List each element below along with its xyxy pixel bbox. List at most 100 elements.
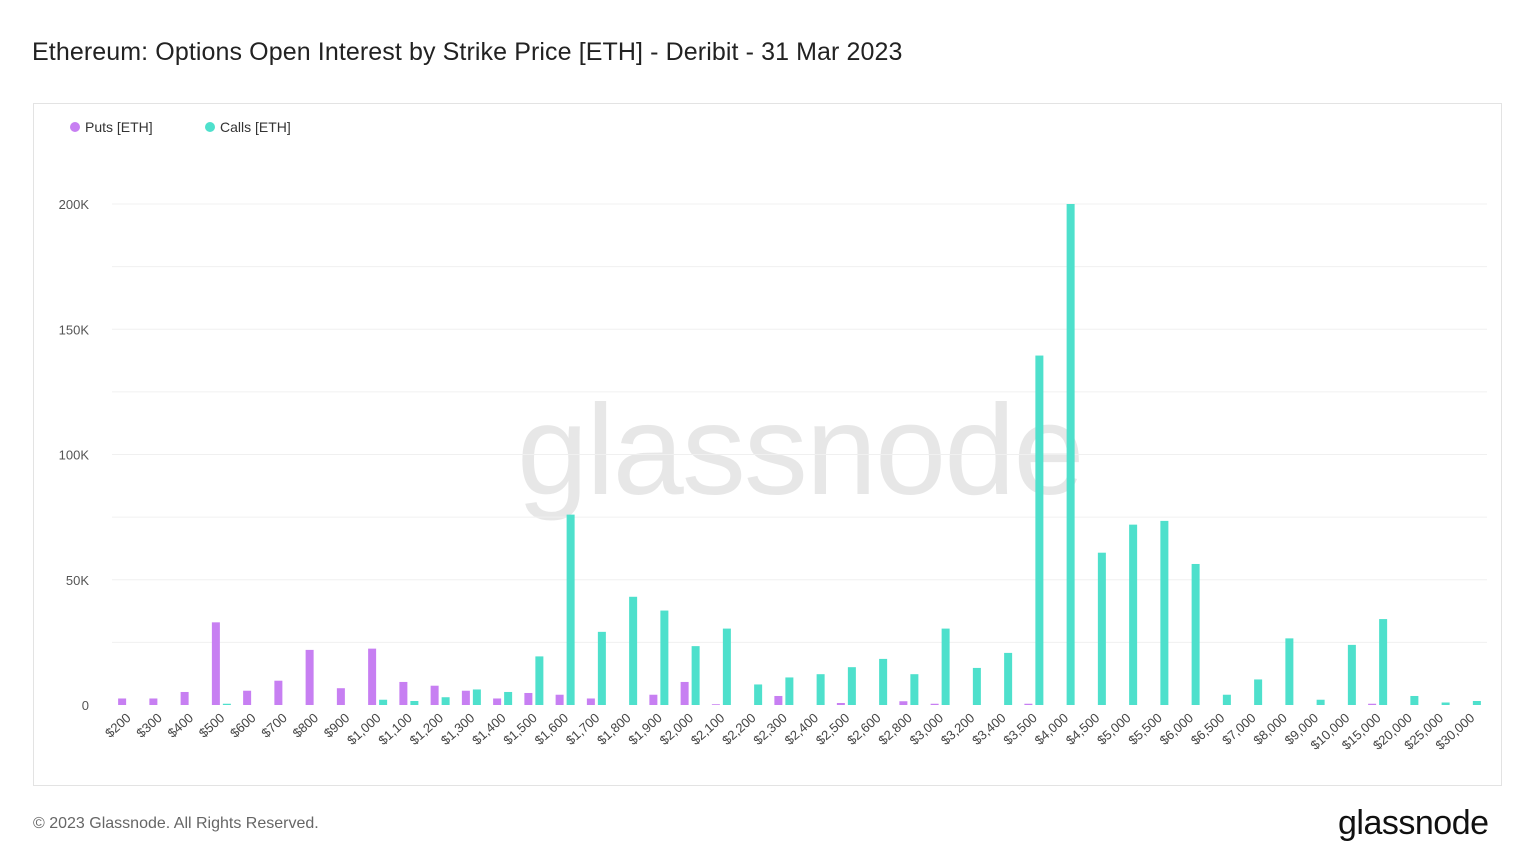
legend: Puts [ETH] Calls [ETH] bbox=[70, 119, 291, 135]
legend-calls-marker bbox=[205, 122, 215, 132]
x-tick-label: $3,000 bbox=[907, 710, 947, 748]
x-tick-label: $8,000 bbox=[1250, 710, 1290, 748]
x-tick-label: $1,300 bbox=[438, 710, 478, 748]
calls-bar[interactable] bbox=[722, 628, 731, 705]
x-tick-label: $300 bbox=[133, 710, 165, 740]
calls-bar[interactable] bbox=[1347, 644, 1356, 705]
calls-bar[interactable] bbox=[1129, 524, 1138, 705]
puts-bar[interactable] bbox=[524, 692, 533, 705]
puts-bar[interactable] bbox=[118, 698, 127, 705]
calls-bar[interactable] bbox=[1004, 652, 1013, 705]
calls-bar[interactable] bbox=[1222, 694, 1231, 705]
x-tick-label: $6,000 bbox=[1157, 710, 1197, 748]
calls-bar[interactable] bbox=[472, 689, 481, 705]
puts-bar[interactable] bbox=[430, 685, 439, 705]
calls-bar[interactable] bbox=[441, 697, 450, 705]
x-tick-label: $2,500 bbox=[813, 710, 853, 748]
legend-puts-marker bbox=[70, 122, 80, 132]
calls-bar[interactable] bbox=[847, 667, 856, 705]
puts-bar[interactable] bbox=[149, 698, 158, 705]
legend-puts-label[interactable]: Puts [ETH] bbox=[85, 119, 153, 135]
calls-bar[interactable] bbox=[379, 699, 388, 705]
calls-bar[interactable] bbox=[1379, 619, 1388, 705]
calls-bar[interactable] bbox=[972, 667, 981, 705]
calls-bar[interactable] bbox=[566, 514, 575, 705]
y-tick-label: 0 bbox=[82, 698, 89, 713]
calls-bar[interactable] bbox=[1254, 679, 1263, 705]
calls-bar[interactable] bbox=[910, 674, 919, 705]
bars bbox=[118, 204, 1481, 705]
x-tick-label: $4,000 bbox=[1032, 710, 1072, 748]
x-tick-label: $800 bbox=[290, 710, 322, 740]
x-tick-label: $1,400 bbox=[469, 710, 509, 748]
calls-bar[interactable] bbox=[754, 684, 763, 705]
puts-bar[interactable] bbox=[1024, 703, 1033, 705]
chart-container: glassnode 0 50K 100K 150K 200K $200 $300 $400 $… bbox=[33, 103, 1502, 786]
calls-bar[interactable] bbox=[660, 610, 669, 705]
calls-bar[interactable] bbox=[1472, 700, 1481, 705]
x-tick-label: $2,600 bbox=[844, 710, 884, 748]
puts-bar[interactable] bbox=[305, 649, 314, 705]
x-tick-label: $1,000 bbox=[344, 710, 384, 748]
x-tick-label: $6,500 bbox=[1188, 710, 1228, 748]
puts-bar[interactable] bbox=[711, 704, 720, 705]
x-tick-label: $1,900 bbox=[625, 710, 665, 748]
calls-bar[interactable] bbox=[1285, 638, 1294, 705]
puts-bar[interactable] bbox=[586, 698, 595, 705]
y-tick-label: 50K bbox=[66, 573, 89, 588]
calls-bar[interactable] bbox=[1410, 695, 1419, 705]
calls-bar[interactable] bbox=[1160, 520, 1169, 705]
calls-bar[interactable] bbox=[1441, 702, 1450, 705]
x-tick-label: $2,000 bbox=[657, 710, 697, 748]
x-tick-label: $1,800 bbox=[594, 710, 634, 748]
watermark-text: glassnode bbox=[517, 379, 1083, 522]
y-tick-label: 200K bbox=[59, 197, 90, 212]
x-tick-label: $3,200 bbox=[938, 710, 978, 748]
puts-bar[interactable] bbox=[774, 695, 783, 705]
puts-bar[interactable] bbox=[836, 702, 845, 705]
y-tick-label: 150K bbox=[59, 322, 90, 337]
puts-bar[interactable] bbox=[399, 681, 408, 705]
calls-bar[interactable] bbox=[1191, 563, 1200, 705]
calls-bar[interactable] bbox=[410, 700, 419, 705]
glassnode-logo: glassnode bbox=[1338, 804, 1489, 842]
calls-bar[interactable] bbox=[535, 656, 544, 705]
puts-bar[interactable] bbox=[930, 703, 939, 705]
calls-bar[interactable] bbox=[1035, 355, 1044, 705]
puts-bar[interactable] bbox=[649, 694, 658, 705]
calls-bar[interactable] bbox=[816, 674, 825, 705]
calls-bar[interactable] bbox=[629, 596, 638, 705]
puts-bar[interactable] bbox=[368, 648, 377, 705]
calls-bar[interactable] bbox=[222, 703, 231, 705]
x-tick-label: $4,500 bbox=[1063, 710, 1103, 748]
calls-bar[interactable] bbox=[1316, 699, 1325, 705]
puts-bar[interactable] bbox=[680, 681, 689, 705]
y-tick-label: 100K bbox=[59, 448, 90, 463]
calls-bar[interactable] bbox=[504, 691, 513, 705]
x-tick-label: $1,200 bbox=[407, 710, 447, 748]
x-axis-ticks: $200 $300 $400 $500 $600 $700 $800 $900$1,000$1… bbox=[102, 710, 1477, 753]
puts-bar[interactable] bbox=[211, 622, 220, 705]
x-tick-label: $2,400 bbox=[782, 710, 822, 748]
puts-bar[interactable] bbox=[274, 680, 283, 705]
calls-bar[interactable] bbox=[1097, 552, 1106, 705]
calls-bar[interactable] bbox=[879, 658, 888, 705]
puts-bar[interactable] bbox=[461, 690, 470, 705]
puts-bar[interactable] bbox=[493, 698, 502, 705]
calls-bar[interactable] bbox=[597, 631, 606, 705]
calls-bar[interactable] bbox=[941, 628, 950, 705]
puts-bar[interactable] bbox=[899, 701, 908, 705]
puts-bar[interactable] bbox=[336, 688, 345, 705]
grid-lines bbox=[112, 203, 1487, 643]
legend-calls-label[interactable]: Calls [ETH] bbox=[220, 119, 291, 135]
calls-bar[interactable] bbox=[1066, 204, 1075, 705]
puts-bar[interactable] bbox=[180, 691, 189, 705]
x-tick-label: $3,400 bbox=[969, 710, 1009, 748]
puts-bar[interactable] bbox=[243, 690, 252, 705]
bar-chart: glassnode 0 50K 100K 150K 200K $200 $300 $400 $… bbox=[59, 119, 1487, 753]
puts-bar[interactable] bbox=[1368, 703, 1377, 705]
calls-bar[interactable] bbox=[785, 677, 794, 705]
x-tick-label: $500 bbox=[196, 710, 228, 740]
puts-bar[interactable] bbox=[555, 694, 564, 705]
calls-bar[interactable] bbox=[691, 646, 700, 705]
